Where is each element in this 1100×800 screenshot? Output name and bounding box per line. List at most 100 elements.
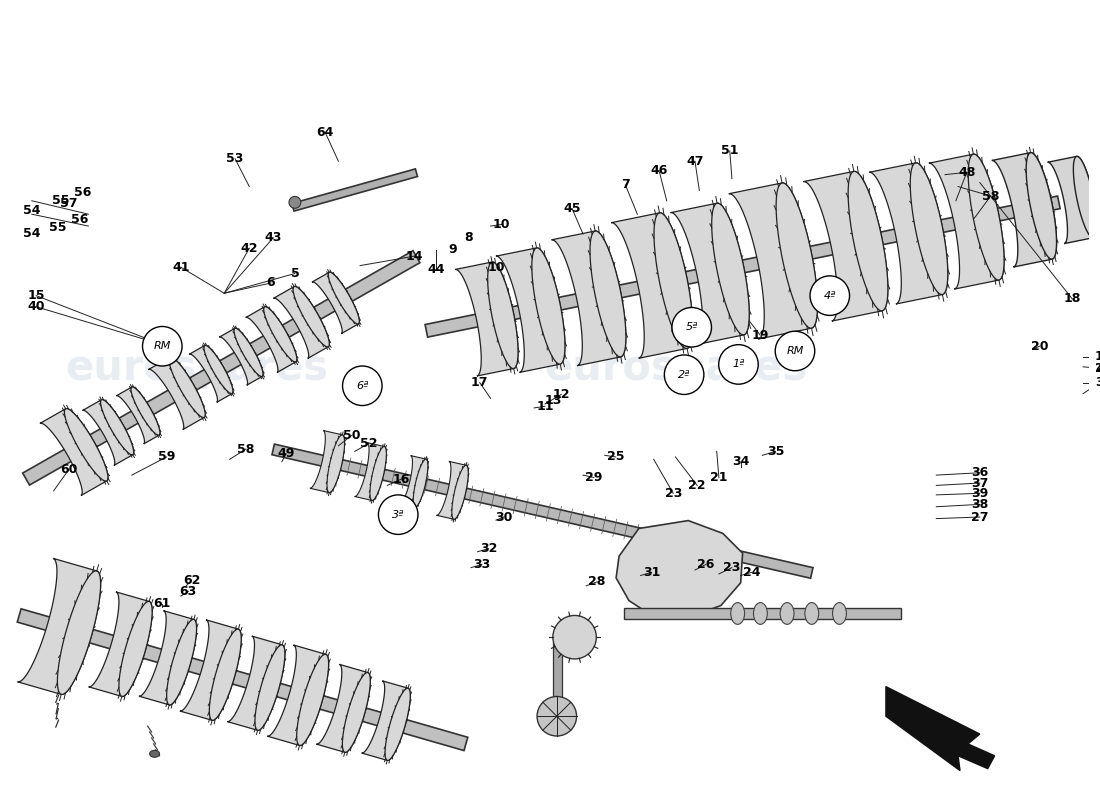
Text: 23: 23 — [664, 486, 682, 500]
Text: 36: 36 — [971, 466, 989, 479]
Text: 54: 54 — [23, 204, 41, 217]
Polygon shape — [590, 231, 626, 357]
Text: 46: 46 — [650, 164, 668, 178]
Text: 26: 26 — [697, 558, 715, 571]
Text: 62: 62 — [183, 574, 200, 586]
Circle shape — [776, 331, 815, 370]
Polygon shape — [385, 688, 410, 761]
Circle shape — [143, 326, 182, 366]
Text: 55: 55 — [53, 194, 70, 207]
Circle shape — [718, 345, 758, 384]
Polygon shape — [267, 645, 329, 746]
Polygon shape — [57, 571, 100, 694]
Circle shape — [664, 355, 704, 394]
Text: 27: 27 — [971, 510, 989, 523]
Text: 45: 45 — [563, 202, 581, 215]
Polygon shape — [1026, 153, 1056, 259]
Polygon shape — [65, 409, 108, 481]
Text: 40: 40 — [28, 300, 45, 314]
Text: 6ª: 6ª — [356, 381, 369, 390]
Text: RM: RM — [786, 346, 804, 356]
Text: 60: 60 — [60, 463, 77, 476]
Polygon shape — [40, 409, 108, 495]
Text: 2ª: 2ª — [678, 370, 691, 380]
Polygon shape — [910, 163, 948, 294]
Circle shape — [342, 366, 382, 406]
Text: 5ª: 5ª — [685, 322, 697, 332]
Text: 6: 6 — [266, 277, 275, 290]
Polygon shape — [452, 466, 469, 519]
Text: 44: 44 — [428, 263, 446, 276]
Polygon shape — [18, 609, 468, 750]
Polygon shape — [354, 442, 386, 501]
Polygon shape — [317, 664, 371, 752]
Ellipse shape — [805, 602, 818, 624]
Polygon shape — [712, 203, 749, 335]
Polygon shape — [414, 459, 428, 507]
Polygon shape — [362, 681, 410, 761]
Text: 56: 56 — [72, 214, 88, 226]
Polygon shape — [139, 610, 197, 705]
Polygon shape — [23, 250, 420, 485]
Text: 1ª: 1ª — [733, 359, 745, 370]
Polygon shape — [245, 306, 297, 373]
Text: 51: 51 — [720, 145, 738, 158]
Text: 57: 57 — [60, 198, 77, 210]
Polygon shape — [18, 558, 100, 694]
Text: 19: 19 — [751, 329, 769, 342]
Text: 53: 53 — [227, 152, 244, 166]
Text: 56: 56 — [74, 186, 91, 199]
Text: 20: 20 — [1031, 340, 1048, 353]
Text: 54: 54 — [23, 227, 41, 241]
Polygon shape — [612, 213, 693, 358]
Polygon shape — [729, 183, 817, 339]
Text: 61: 61 — [154, 598, 170, 610]
Text: 15: 15 — [28, 289, 45, 302]
Polygon shape — [255, 645, 285, 730]
Text: 48: 48 — [958, 166, 976, 178]
Polygon shape — [169, 357, 206, 418]
Text: 58: 58 — [238, 442, 255, 455]
Polygon shape — [310, 430, 344, 493]
Text: 10: 10 — [487, 261, 505, 274]
Polygon shape — [425, 196, 1060, 337]
Text: 47: 47 — [686, 154, 704, 168]
Polygon shape — [312, 272, 360, 334]
Text: 58: 58 — [982, 190, 1000, 202]
Polygon shape — [189, 346, 233, 402]
Text: 52: 52 — [360, 437, 377, 450]
Polygon shape — [180, 620, 241, 720]
Polygon shape — [166, 619, 197, 705]
Text: 17: 17 — [471, 376, 488, 389]
Text: 9: 9 — [448, 243, 456, 256]
Text: 34: 34 — [732, 455, 749, 468]
Text: 64: 64 — [317, 126, 334, 139]
Text: 38: 38 — [971, 498, 989, 511]
Polygon shape — [292, 169, 418, 211]
Polygon shape — [82, 399, 134, 466]
FancyBboxPatch shape — [624, 607, 901, 619]
Circle shape — [378, 495, 418, 534]
Polygon shape — [671, 203, 749, 344]
Polygon shape — [293, 286, 329, 347]
Polygon shape — [148, 357, 206, 430]
Polygon shape — [209, 629, 241, 720]
Text: 43: 43 — [264, 231, 282, 245]
Text: 4: 4 — [1094, 363, 1100, 377]
Polygon shape — [654, 213, 693, 349]
Polygon shape — [777, 183, 817, 328]
Text: 18: 18 — [1064, 292, 1081, 306]
Polygon shape — [342, 673, 371, 752]
Text: 31: 31 — [642, 566, 660, 579]
Text: 42: 42 — [241, 242, 258, 254]
Polygon shape — [327, 435, 344, 493]
Polygon shape — [264, 306, 297, 362]
Text: 50: 50 — [343, 429, 360, 442]
Polygon shape — [928, 154, 1004, 289]
Text: 12: 12 — [552, 388, 570, 401]
Polygon shape — [89, 592, 152, 697]
Polygon shape — [1074, 156, 1097, 238]
Text: 4ª: 4ª — [824, 290, 836, 301]
Text: 13: 13 — [544, 394, 562, 406]
Text: 14: 14 — [406, 250, 424, 262]
